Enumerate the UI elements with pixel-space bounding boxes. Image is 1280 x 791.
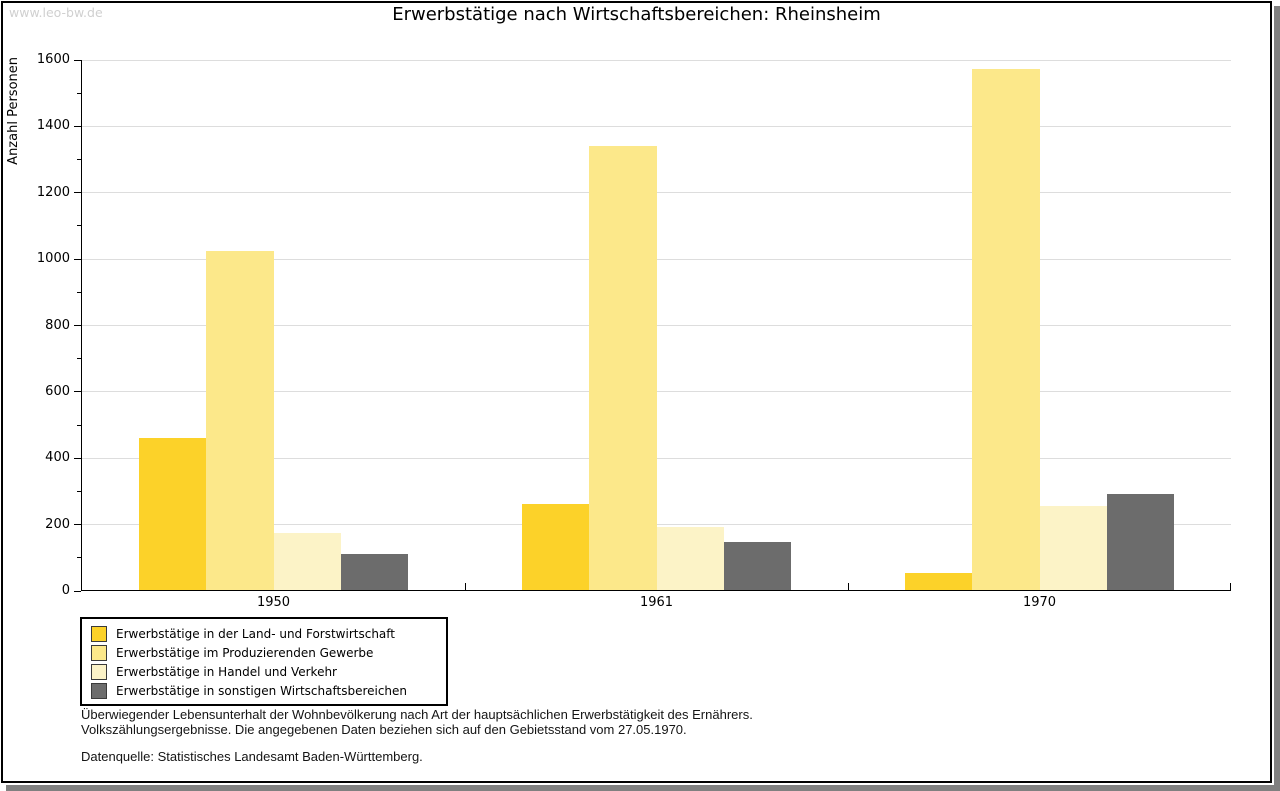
y-tick-label-800: 800 — [45, 317, 70, 333]
legend-row-1: Erwerbstätige in der Land- und Forstwirt… — [88, 624, 438, 643]
legend-label: Erwerbstätige in der Land- und Forstwirt… — [116, 626, 395, 641]
legend-label: Erwerbstätige in Handel und Verkehr — [116, 664, 337, 679]
legend-swatch-icon — [91, 682, 107, 699]
gridline-1200 — [82, 192, 1231, 194]
y-tick-major-0 — [73, 590, 81, 592]
y-tick-major-200 — [73, 524, 81, 526]
y-tick-label-1600: 1600 — [36, 52, 70, 67]
y-tick-minor-500 — [76, 424, 81, 426]
legend-row-3: Erwerbstätige in Handel und Verkehr — [88, 662, 438, 681]
y-tick-label-1400: 1400 — [36, 118, 70, 134]
legend-box: Erwerbstätige in der Land- und Forstwirt… — [80, 617, 448, 706]
y-tick-label-1000: 1000 — [36, 251, 70, 267]
legend-label: Erwerbstätige in sonstigen Wirtschaftsbe… — [116, 683, 408, 698]
y-tick-label-400: 400 — [45, 450, 70, 466]
x-category-label-1961: 1961 — [639, 595, 674, 610]
x-axis-line — [80, 589, 1231, 591]
y-tick-label-1200: 1200 — [36, 184, 70, 200]
bar-series1-1961 — [522, 504, 590, 591]
gridline-1600 — [82, 59, 1231, 61]
gridline-400 — [82, 457, 1231, 459]
y-tick-label-0: 0 — [61, 583, 70, 598]
bar-series2-1961 — [589, 145, 657, 591]
gridline-800 — [82, 325, 1231, 326]
legend-swatch-icon — [91, 644, 107, 661]
data-source-note: Datenquelle: Statistisches Landesamt Bad… — [81, 749, 423, 764]
gridline-200 — [82, 524, 1231, 526]
y-tick-major-1600 — [73, 59, 81, 61]
bar-series4-1970 — [1106, 493, 1174, 591]
y-tick-minor-300 — [76, 490, 81, 492]
y-tick-minor-1100 — [76, 225, 81, 227]
y-tick-label-200: 200 — [45, 516, 70, 532]
y-tick-minor-1500 — [76, 92, 81, 94]
legend-row-4: Erwerbstätige in sonstigen Wirtschaftsbe… — [88, 681, 438, 700]
footnote-line-2: Volkszählungsergebnisse. Die angegebenen… — [81, 721, 687, 737]
x-boundary-tick-3 — [1230, 583, 1231, 590]
y-tick-minor-900 — [76, 291, 81, 293]
x-category-label-1970: 1970 — [1022, 595, 1057, 610]
y-axis-title: Anzahl Personen — [6, 57, 21, 165]
y-axis-line — [80, 60, 82, 591]
y-tick-minor-700 — [76, 358, 81, 360]
frame-shadow-right — [1274, 6, 1280, 785]
gridline-1400 — [82, 125, 1231, 127]
bar-series4-1961 — [723, 542, 791, 591]
bar-series2-1970 — [972, 68, 1040, 591]
y-tick-label-600: 600 — [45, 383, 70, 399]
x-boundary-tick-2 — [848, 583, 849, 590]
y-tick-major-600 — [73, 391, 81, 393]
x-category-label-1950: 1950 — [256, 595, 291, 610]
chart-title: Erwerbstätige nach Wirtschaftsbereichen:… — [392, 4, 881, 25]
bar-series3-1950 — [273, 532, 341, 591]
gridline-600 — [82, 391, 1231, 393]
y-tick-major-800 — [73, 325, 81, 326]
bar-series1-1950 — [139, 438, 207, 591]
chart-footnotes: Überwiegender Lebensunterhalt der Wohnbe… — [81, 707, 753, 737]
y-tick-major-1200 — [73, 192, 81, 194]
footnote-line-1: Überwiegender Lebensunterhalt der Wohnbe… — [81, 707, 753, 722]
plot-area: 0 200 400 600 800 1000 1200 1400 1600 1950 1961 197… — [37, 52, 1231, 610]
gridline-1000 — [82, 258, 1231, 260]
bar-series1-1970 — [905, 573, 973, 591]
bar-series3-1961 — [656, 527, 724, 591]
legend-label: Erwerbstätige im Produzierenden Gewerbe — [116, 645, 374, 660]
legend-swatch-icon — [91, 663, 107, 680]
y-tick-minor-100 — [76, 557, 81, 559]
y-tick-major-400 — [73, 457, 81, 459]
y-tick-minor-1300 — [76, 159, 81, 161]
x-boundary-tick-1 — [465, 583, 466, 590]
legend-swatch-icon — [91, 625, 107, 642]
bar-series4-1950 — [340, 553, 408, 591]
bar-series2-1950 — [206, 250, 274, 591]
frame-shadow-bottom — [6, 785, 1280, 791]
y-tick-major-1000 — [73, 258, 81, 260]
watermark-leo-bw: www.leo-bw.de — [9, 5, 107, 22]
bar-series3-1970 — [1039, 505, 1107, 591]
y-tick-major-1400 — [73, 125, 81, 127]
legend-row-2: Erwerbstätige im Produzierenden Gewerbe — [88, 643, 438, 662]
